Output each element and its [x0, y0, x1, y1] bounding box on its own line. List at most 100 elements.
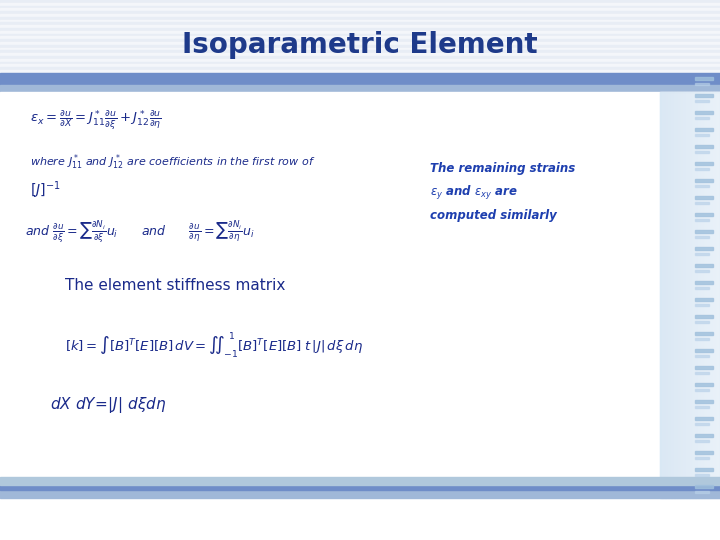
Bar [695, 383, 713, 386]
Bar [0, 70, 720, 73]
Text: The element stiffness matrix: The element stiffness matrix [65, 278, 285, 293]
Bar [695, 94, 713, 97]
Bar [695, 185, 709, 187]
Bar [711, 92, 713, 498]
Bar [691, 92, 693, 498]
Bar [696, 92, 698, 498]
Bar [719, 92, 720, 498]
Bar [702, 92, 703, 498]
Bar [695, 230, 713, 233]
Bar [695, 485, 713, 488]
Bar [695, 287, 709, 289]
Text: $\mathit{where}\ J_{11}^*\ \mathit{and}\ J_{12}^*\ \mathit{are\ coefficients\ in: $\mathit{where}\ J_{11}^*\ \mathit{and}\… [30, 152, 315, 172]
Bar [669, 92, 670, 498]
Bar [695, 117, 709, 119]
Bar [695, 434, 713, 437]
Bar [0, 477, 720, 485]
Bar [0, 81, 720, 84]
Bar [0, 42, 720, 45]
Bar [666, 92, 667, 498]
Bar [709, 92, 711, 498]
Bar [695, 128, 713, 131]
Bar [667, 92, 669, 498]
Bar [695, 213, 713, 216]
Bar [695, 151, 709, 153]
Bar [713, 92, 714, 498]
Bar [695, 247, 713, 250]
Bar [662, 92, 663, 498]
Bar [0, 67, 720, 70]
Bar [0, 5, 720, 9]
Bar [687, 92, 688, 498]
Bar [681, 92, 683, 498]
Bar [701, 92, 702, 498]
Bar [0, 78, 720, 81]
Bar [0, 33, 720, 36]
Bar [0, 73, 720, 76]
Bar [695, 366, 713, 369]
Bar [0, 92, 720, 498]
Bar [695, 332, 713, 335]
Bar [695, 270, 709, 272]
Text: Isoparametric Element: Isoparametric Element [182, 31, 538, 59]
Bar [695, 145, 713, 148]
Text: $dX\ dY\!=\!|J|\ d\xi d\eta$: $dX\ dY\!=\!|J|\ d\xi d\eta$ [50, 395, 166, 415]
Bar [0, 28, 720, 31]
Bar [695, 321, 709, 323]
Bar [0, 53, 720, 56]
Bar [695, 92, 696, 498]
Bar [695, 468, 713, 471]
Text: $\mathit{and}\ \frac{\partial u}{\partial \xi} = \sum\frac{\partial N_i}{\partia: $\mathit{and}\ \frac{\partial u}{\partia… [25, 219, 255, 245]
Bar [0, 25, 720, 28]
Text: The remaining strains
$\varepsilon_y$ and $\varepsilon_{xy}$ are
computed simila: The remaining strains $\varepsilon_y$ an… [430, 163, 575, 221]
Bar [695, 77, 713, 80]
Bar [698, 92, 699, 498]
Bar [695, 355, 709, 357]
Text: $[J]^{-1}$: $[J]^{-1}$ [30, 179, 60, 201]
Bar [695, 349, 713, 352]
Bar [0, 31, 720, 33]
Bar [0, 62, 720, 64]
Bar [716, 92, 717, 498]
Bar [717, 92, 719, 498]
Bar [695, 304, 709, 306]
Bar [695, 264, 713, 267]
Bar [0, 11, 720, 14]
Bar [0, 73, 720, 85]
Bar [690, 92, 691, 498]
Bar [695, 451, 713, 454]
Bar [672, 92, 673, 498]
Bar [0, 9, 720, 11]
Bar [0, 85, 720, 92]
Bar [695, 196, 713, 199]
Bar [683, 92, 684, 498]
Bar [695, 491, 709, 493]
Bar [708, 92, 709, 498]
Bar [695, 100, 709, 102]
Bar [695, 474, 709, 476]
Bar [684, 92, 685, 498]
Bar [680, 92, 681, 498]
Bar [660, 92, 662, 498]
Bar [695, 253, 709, 255]
Bar [714, 92, 716, 498]
Bar [0, 50, 720, 53]
Bar [693, 92, 695, 498]
Bar [699, 92, 701, 498]
Bar [695, 281, 713, 284]
Bar [695, 423, 709, 425]
Bar [695, 219, 709, 221]
Bar [0, 36, 720, 39]
Bar [695, 406, 709, 408]
Bar [0, 64, 720, 67]
Bar [706, 92, 708, 498]
Bar [663, 92, 665, 498]
Bar [695, 134, 709, 136]
Bar [677, 92, 678, 498]
Bar [695, 315, 713, 318]
Bar [0, 22, 720, 25]
Bar [0, 14, 720, 17]
Bar [685, 92, 687, 498]
Bar [0, 3, 720, 5]
Bar [695, 440, 709, 442]
